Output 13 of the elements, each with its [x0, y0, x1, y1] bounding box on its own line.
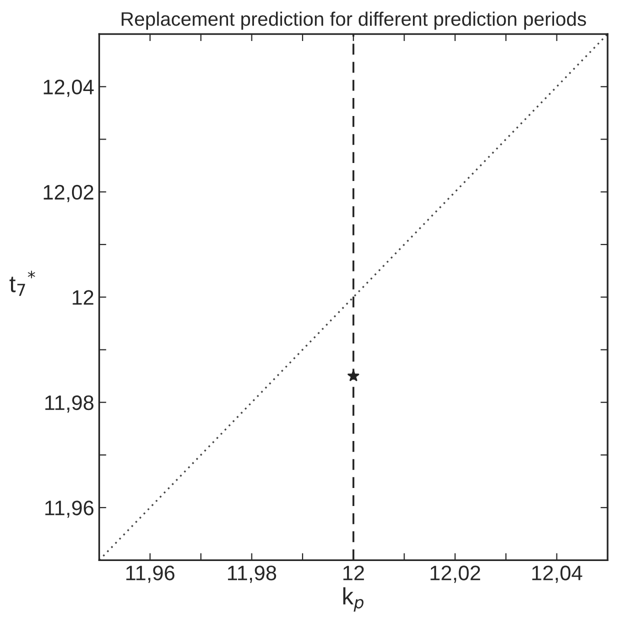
y-tick-label: 12,04 — [44, 80, 94, 97]
y-axis-title: t$_{7}$$^{*}$ — [10, 270, 36, 296]
x-tick-label: 11,96 — [126, 566, 174, 583]
x-tick-label: 11,98 — [228, 566, 276, 583]
y-tick-label: 12 — [72, 290, 94, 305]
x-tick-label: 12,02 — [430, 566, 480, 583]
x-tick-label: 12 — [343, 566, 364, 580]
y-tick-label: 12,02 — [44, 184, 94, 202]
y-tick-label: 11,98 — [45, 395, 94, 413]
x-tick-label: 12,04 — [532, 566, 582, 583]
x-axis-title: k$_{p}$ — [343, 587, 364, 612]
y-tick-label: 11,96 — [45, 500, 94, 518]
chart-title: Replacement prediction for different prediction periods — [122, 12, 586, 30]
